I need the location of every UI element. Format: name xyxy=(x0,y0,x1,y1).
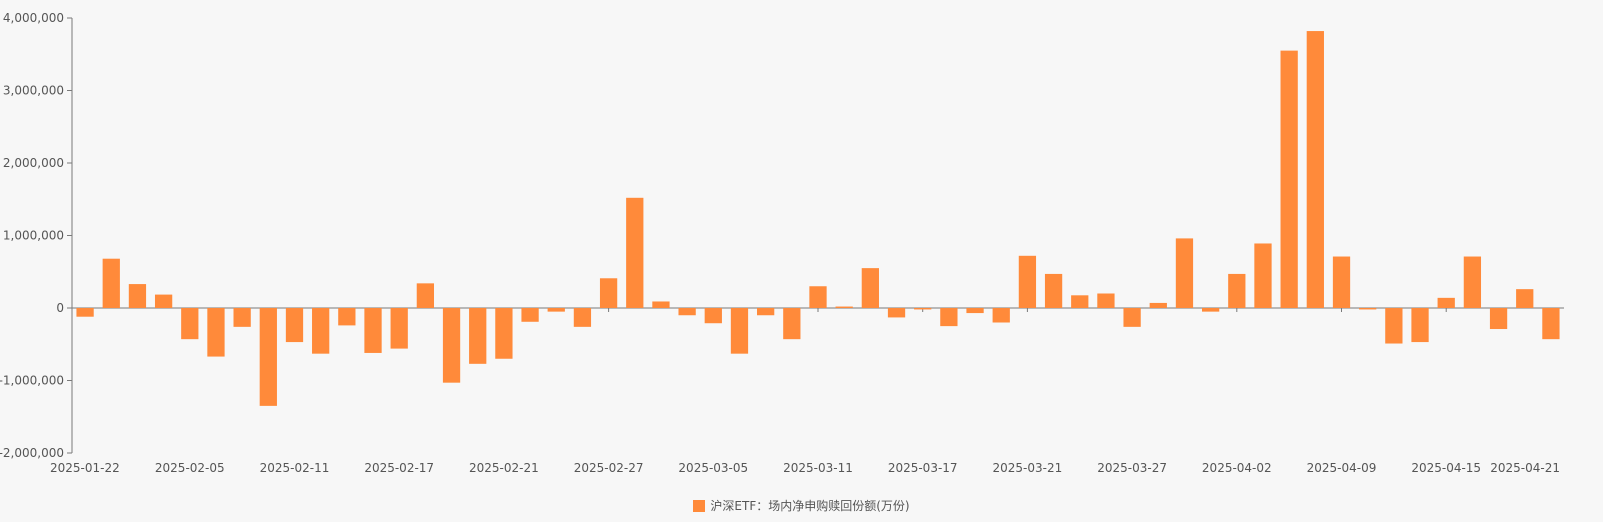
bar-2025-03-05 xyxy=(704,308,722,324)
bar-2025-04-08 xyxy=(1306,31,1324,309)
bar-2025-02-14 xyxy=(364,308,382,353)
y-tick-label: -2,000,000 xyxy=(0,446,64,460)
bar-2025-04-15 xyxy=(1437,297,1455,308)
bar-2025-04-02 xyxy=(1228,273,1246,308)
bar-2025-01-23 xyxy=(102,258,120,308)
y-tick-label: -1,000,000 xyxy=(0,374,64,388)
bar-2025-04-09 xyxy=(1332,256,1351,308)
bar-2025-03-17 xyxy=(914,308,932,310)
bar-2025-02-06 xyxy=(207,308,225,357)
x-tick-label: 2025-03-11 xyxy=(783,461,853,475)
x-tick-label: 2025-02-05 xyxy=(155,461,225,475)
bar-2025-03-19 xyxy=(966,308,984,314)
x-tick-label: 2025-04-21 xyxy=(1490,461,1560,475)
bar-2025-04-01 xyxy=(1201,308,1220,312)
bar-2025-02-17 xyxy=(390,308,408,349)
bar-2025-04-21 xyxy=(1542,308,1560,340)
bar-2025-03-20 xyxy=(992,308,1010,323)
axes: 4,000,000 3,000,000 2,000,000 1,000,000 0 -1,… xyxy=(0,11,1564,475)
x-tick-label: 2025-02-27 xyxy=(574,461,644,475)
x-tick-label: 2025-04-02 xyxy=(1202,461,1272,475)
y-tick-label: 2,000,000 xyxy=(3,156,64,170)
bar-2025-02-28 xyxy=(626,197,644,308)
bar-2025-02-27 xyxy=(599,278,618,308)
x-tick-label: 2025-04-15 xyxy=(1411,461,1481,475)
bar-2025-02-26 xyxy=(573,308,592,327)
bar-2025-01-22 xyxy=(76,308,94,317)
bar-2025-04-10 xyxy=(1359,308,1377,310)
bar-2025-01-24 xyxy=(128,284,147,308)
bar-2025-02-13 xyxy=(338,308,356,326)
bar-2025-03-24 xyxy=(1044,273,1063,308)
x-tick-label: 2025-03-05 xyxy=(678,461,748,475)
bar-2025-03-31 xyxy=(1175,238,1194,308)
bar-2025-03-12 xyxy=(835,306,853,308)
bar-2025-02-12 xyxy=(312,308,330,354)
bar-2025-04-07 xyxy=(1280,50,1298,308)
bar-2025-04-17 xyxy=(1489,308,1508,330)
bar-2025-02-24 xyxy=(521,308,539,322)
bar-2025-04-18 xyxy=(1516,289,1534,308)
bar-2025-03-07 xyxy=(757,308,775,316)
x-tick-label: 2025-02-17 xyxy=(364,461,434,475)
x-tick-label: 2025-04-09 xyxy=(1307,461,1377,475)
legend-label: 沪深ETF：场内净申购赎回份额(万份) xyxy=(710,499,910,513)
bar-2025-03-28 xyxy=(1149,302,1167,308)
x-tick-label: 2025-03-27 xyxy=(1097,461,1167,475)
bar-2025-03-27 xyxy=(1123,308,1141,327)
bar-2025-04-14 xyxy=(1411,308,1429,343)
bar-2025-03-03 xyxy=(652,301,670,308)
bar-2025-03-14 xyxy=(887,308,906,318)
legend[interactable]: 沪深ETF：场内净申购赎回份额(万份) xyxy=(0,497,1603,514)
bar-2025-04-11 xyxy=(1385,308,1403,344)
bar-2025-02-10 xyxy=(259,308,277,406)
x-tick-label: 2025-02-21 xyxy=(469,461,539,475)
bar-2025-03-11 xyxy=(809,286,827,308)
bar-2025-02-05 xyxy=(181,308,199,340)
x-tick-label: 2025-01-22 xyxy=(50,461,120,475)
bar-2025-02-11 xyxy=(285,308,304,343)
x-tick-label: 2025-02-11 xyxy=(260,461,330,475)
bar-2025-03-06 xyxy=(730,308,749,354)
bar-2025-03-13 xyxy=(861,268,879,308)
bar-2025-02-20 xyxy=(469,308,487,364)
legend-swatch xyxy=(693,500,706,512)
bar-2025-04-16 xyxy=(1463,256,1482,308)
bar-2025-04-03 xyxy=(1254,243,1272,308)
y-tick-label: 0 xyxy=(56,301,64,315)
bar-2025-02-21 xyxy=(495,308,513,359)
bar-2025-03-21 xyxy=(1018,255,1037,308)
bar-2025-02-07 xyxy=(233,308,251,327)
x-tick-label: 2025-03-21 xyxy=(993,461,1063,475)
y-tick-label: 4,000,000 xyxy=(3,11,64,25)
bar-2025-02-25 xyxy=(547,308,565,312)
bar-2025-03-26 xyxy=(1097,293,1115,308)
bar-2025-01-27 xyxy=(154,294,173,308)
y-tick-label: 1,000,000 xyxy=(3,229,64,243)
y-tick-label: 3,000,000 xyxy=(3,84,64,98)
x-tick-label: 2025-03-17 xyxy=(888,461,958,475)
bar-2025-02-19 xyxy=(442,308,461,383)
bar-2025-03-25 xyxy=(1071,295,1089,308)
bar-2025-02-18 xyxy=(416,283,435,308)
bar-2025-03-18 xyxy=(940,308,958,327)
bars xyxy=(76,31,1560,406)
bar-2025-03-10 xyxy=(783,308,801,340)
bar-2025-03-04 xyxy=(678,308,696,316)
